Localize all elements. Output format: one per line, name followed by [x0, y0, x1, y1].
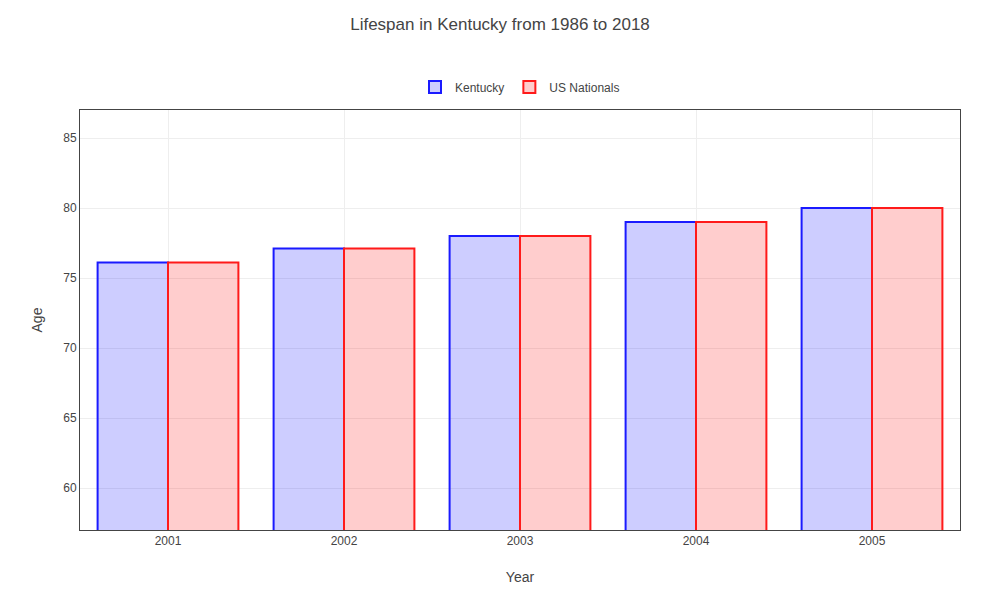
svg-text:2002: 2002 — [331, 534, 358, 548]
svg-text:US Nationals: US Nationals — [549, 81, 619, 95]
svg-text:Kentucky: Kentucky — [455, 81, 504, 95]
svg-text:65: 65 — [63, 411, 77, 425]
svg-text:80: 80 — [63, 201, 77, 215]
svg-text:2001: 2001 — [155, 534, 182, 548]
svg-text:60: 60 — [63, 481, 77, 495]
svg-text:Year: Year — [506, 569, 535, 585]
svg-text:70: 70 — [63, 341, 77, 355]
svg-text:Age: Age — [29, 307, 45, 332]
svg-text:2005: 2005 — [859, 534, 886, 548]
svg-text:85: 85 — [63, 131, 77, 145]
svg-text:Lifespan in Kentucky from 1986: Lifespan in Kentucky from 1986 to 2018 — [350, 15, 650, 34]
svg-text:75: 75 — [63, 271, 77, 285]
svg-text:2003: 2003 — [507, 534, 534, 548]
svg-text:2004: 2004 — [683, 534, 710, 548]
